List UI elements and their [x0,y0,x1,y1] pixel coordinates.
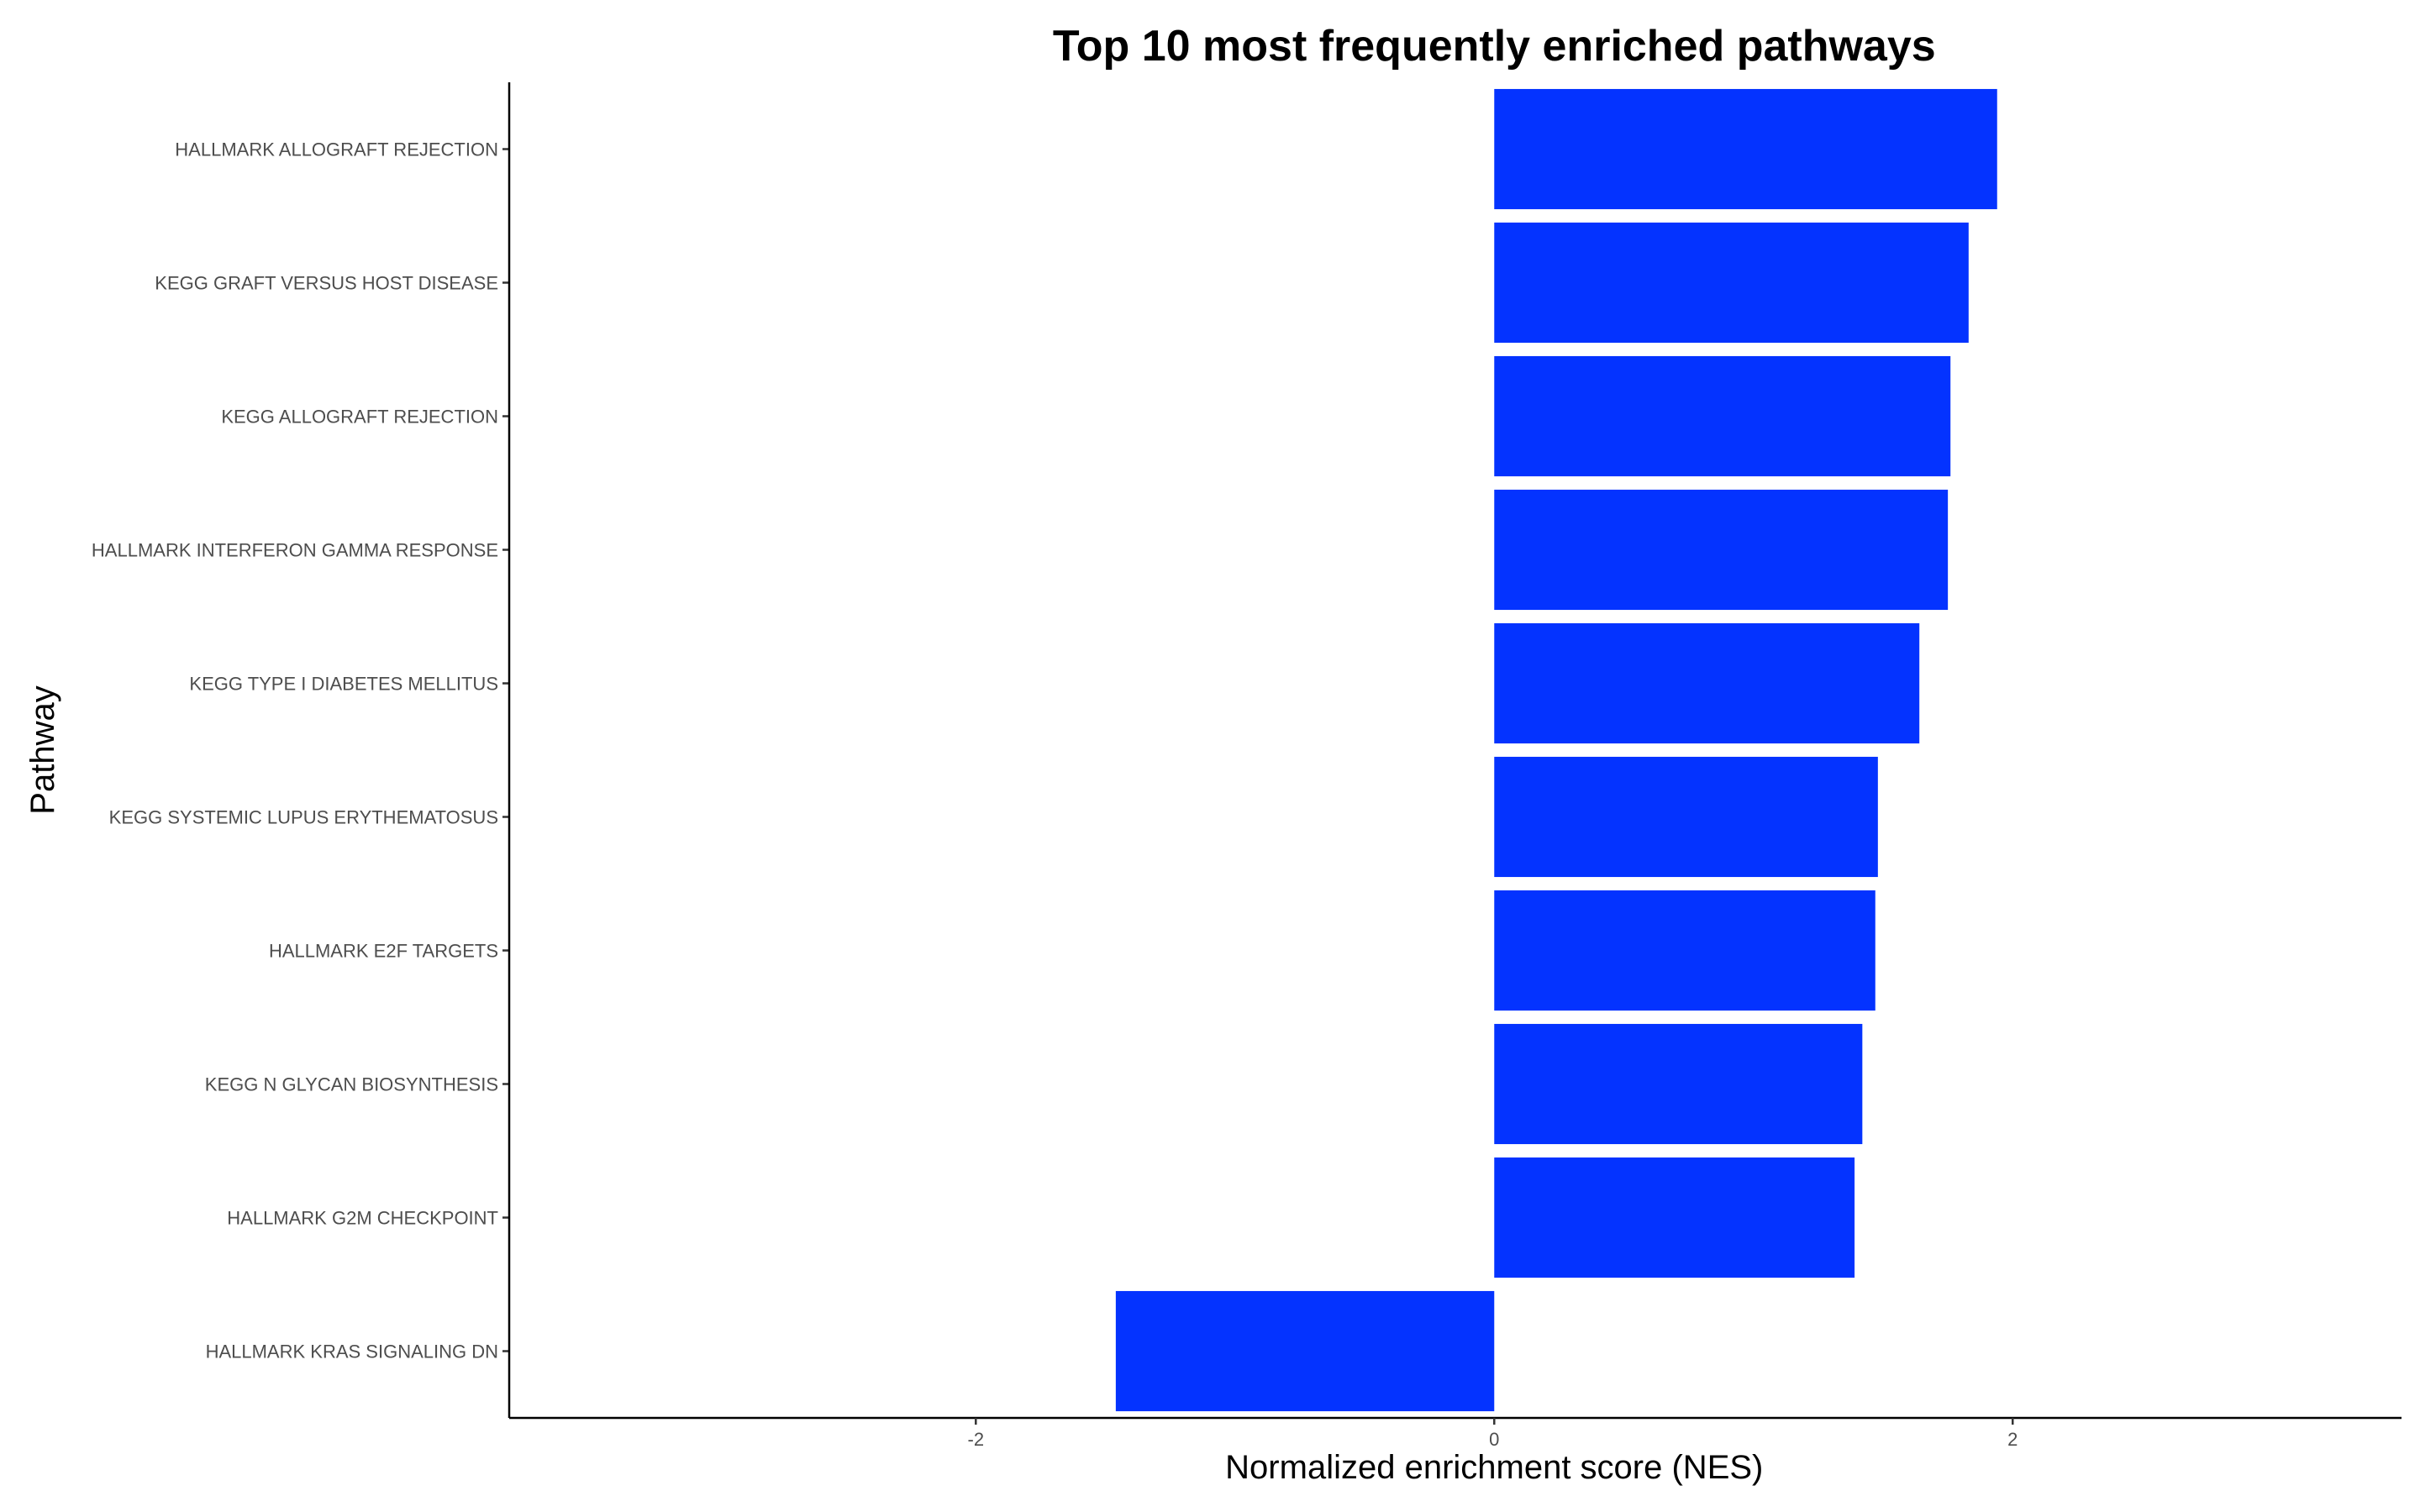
y-tick-label: KEGG SYSTEMIC LUPUS ERYTHEMATOSUS [109,807,498,828]
y-tick-label: HALLMARK INTERFERON GAMMA RESPONSE [92,540,498,561]
y-tick-label: HALLMARK ALLOGRAFT REJECTION [175,139,498,160]
bar [1494,1023,1863,1145]
bar [1115,1290,1495,1412]
y-tick-label: KEGG GRAFT VERSUS HOST DISEASE [155,273,498,294]
y-axis: HALLMARK ALLOGRAFT REJECTION KEGG GRAFT V… [92,82,511,1418]
y-tick-label: HALLMARK E2F TARGETS [269,941,498,962]
bars-group [1115,88,1997,1412]
bar [1494,1157,1855,1278]
y-tick-label: HALLMARK KRAS SIGNALING DN [206,1341,498,1362]
y-tick-label: KEGG ALLOGRAFT REJECTION [221,407,498,428]
x-axis: -2 0 2 [509,1416,2402,1450]
x-axis-title: Normalized enrichment score (NES) [1225,1449,1763,1486]
y-tick-label: HALLMARK G2M CHECKPOINT [227,1208,498,1229]
bar [1494,489,1949,611]
bar [1494,890,1876,1011]
bar [1494,622,1920,744]
y-axis-title: Pathway [24,685,61,814]
y-tick-label: KEGG N GLYCAN BIOSYNTHESIS [205,1074,498,1095]
bar [1494,222,1969,344]
chart-title: Top 10 most frequently enriched pathways [1053,22,1936,71]
x-tick-label: 2 [2007,1429,2018,1450]
y-tick-label: KEGG TYPE I DIABETES MELLITUS [189,674,498,695]
x-tick-label: -2 [968,1429,985,1450]
bar [1494,88,1997,210]
bar [1494,756,1878,878]
bar [1494,355,1951,477]
x-tick-label: 0 [1489,1429,1499,1450]
